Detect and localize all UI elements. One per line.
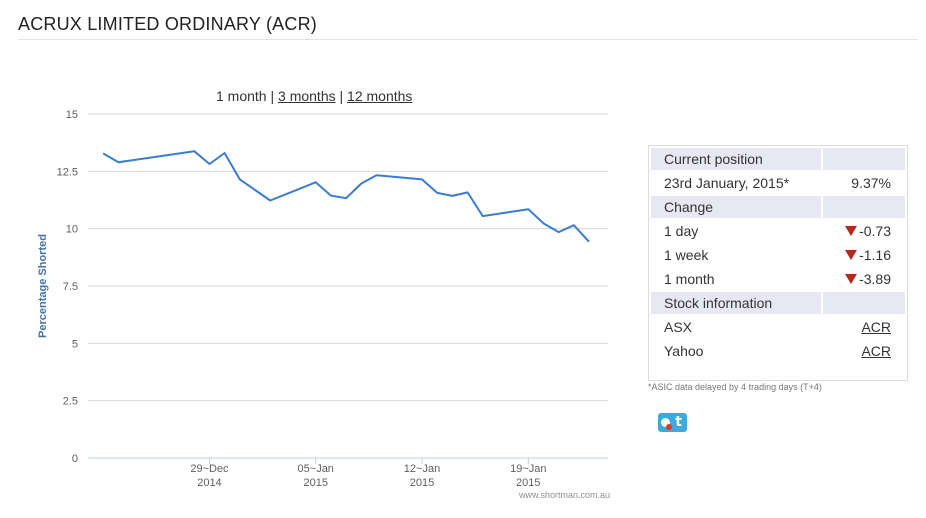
data-delay-note: *ASIC data delayed by 4 trading days (T+… — [648, 382, 822, 392]
current-date: 23rd January, 2015* — [664, 175, 790, 191]
change-period: 1 week — [664, 247, 709, 263]
short-position-chart: 0 2.5 5 7.5 10 12.5 15 29~Dec 2014 05~Jan 2015 12~J… — [37, 109, 610, 500]
asx-link[interactable]: ACR — [861, 319, 891, 335]
y-tick-label: 5 — [72, 338, 78, 350]
yahoo-link[interactable]: ACR — [861, 343, 891, 359]
y-tick-label: 12.5 — [57, 166, 78, 178]
y-tick-label: 10 — [66, 224, 78, 236]
down-arrow-icon — [845, 274, 858, 285]
stock-information-label: Stock information — [651, 292, 821, 314]
current-position-row: 23rd January, 2015* 9.37% — [651, 172, 905, 194]
change-value: -1.16 — [859, 247, 891, 263]
change-period: 1 month — [664, 271, 715, 287]
y-tick-label: 2.5 — [63, 396, 78, 408]
down-arrow-icon — [845, 250, 858, 261]
series-line — [102, 150, 590, 243]
yahoo-row: Yahoo ACR — [651, 340, 905, 362]
stock-information-header: Stock information — [651, 292, 905, 314]
notification-dot-icon — [666, 424, 672, 430]
range-12-months-link[interactable]: 12 months — [347, 88, 413, 104]
x-tick-label: 12~Jan — [404, 463, 440, 475]
x-tick-year-label: 2015 — [516, 477, 540, 489]
current-position-label: Current position — [651, 148, 821, 170]
change-value: -3.89 — [859, 271, 891, 287]
range-separator: | — [339, 88, 344, 104]
down-arrow-icon — [845, 226, 858, 237]
range-3-months-link[interactable]: 3 months — [278, 88, 336, 104]
asx-row: ASX ACR — [651, 316, 905, 338]
page-title: ACRUX LIMITED ORDINARY (ACR) — [18, 14, 317, 34]
y-tick-label: 7.5 — [63, 281, 78, 293]
chart-credit: www.shortman.com.au — [518, 490, 610, 500]
change-row-week: 1 week -1.16 — [651, 244, 905, 266]
range-selector: 1 month | 3 months | 12 months — [216, 88, 412, 104]
current-value: 9.37% — [851, 175, 891, 191]
y-tick-label: 15 — [66, 109, 78, 121]
stock-info-table: Current position 23rd January, 2015* 9.3… — [649, 146, 907, 364]
range-separator: | — [270, 88, 275, 104]
x-tick-year-label: 2015 — [410, 477, 434, 489]
stock-info-panel: Current position 23rd January, 2015* 9.3… — [648, 145, 908, 381]
x-tick-label: 19~Jan — [510, 463, 546, 475]
asx-label: ASX — [664, 319, 693, 335]
y-tick-label: 0 — [72, 453, 78, 465]
change-row-month: 1 month -3.89 — [651, 268, 905, 290]
speech-bubble-icon — [661, 418, 670, 427]
range-1-month[interactable]: 1 month — [216, 88, 267, 104]
yahoo-label: Yahoo — [664, 343, 704, 359]
x-tick-year-label: 2014 — [197, 477, 221, 489]
x-tick-label: 05~Jan — [298, 463, 334, 475]
change-value: -0.73 — [859, 223, 891, 239]
change-row-day: 1 day -0.73 — [651, 220, 905, 242]
change-label: Change — [651, 196, 821, 218]
title-divider — [18, 39, 918, 40]
current-position-header: Current position — [651, 148, 905, 170]
twitter-icon: t — [675, 414, 682, 430]
twitter-share-button[interactable]: t — [658, 413, 687, 432]
x-tick-year-label: 2015 — [303, 477, 327, 489]
y-axis-label: Percentage Shorted — [37, 234, 49, 338]
change-header: Change — [651, 196, 905, 218]
x-tick-label: 29~Dec — [190, 463, 229, 475]
change-period: 1 day — [664, 223, 699, 239]
